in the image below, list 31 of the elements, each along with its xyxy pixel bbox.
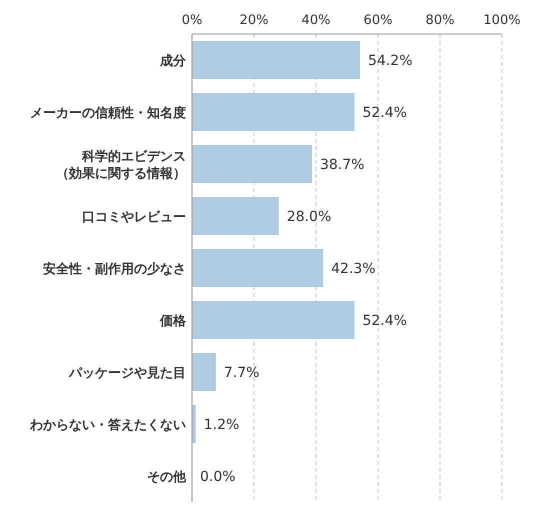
data-label: 52.4% (362, 313, 407, 329)
data-label: 54.2% (368, 53, 413, 69)
bar (192, 41, 360, 79)
x-tick-label: 20% (240, 13, 268, 28)
y-tick-label: 成分 (159, 54, 187, 69)
y-tick-label: わからない・答えたくない (29, 418, 186, 433)
x-tick-label: 40% (302, 13, 330, 28)
y-tick-label: メーカーの信頼性・知名度 (30, 105, 186, 121)
y-tick-label: 科学的エビデンス（効果に関する情報） (56, 150, 186, 182)
y-tick-label: 価格 (159, 314, 187, 329)
data-label: 38.7% (320, 157, 364, 173)
y-tick-label: パッケージや見た目 (68, 366, 186, 381)
y-tick-label: 口コミやレビュー (82, 210, 186, 225)
data-label: 52.4% (362, 105, 407, 121)
bar (192, 301, 354, 339)
bar (192, 93, 354, 131)
data-label: 42.3% (331, 261, 376, 277)
y-tick-label: その他 (147, 470, 187, 485)
bar (192, 145, 312, 183)
data-label: 0.0% (200, 469, 236, 485)
bar (192, 249, 324, 287)
data-label: 1.2% (204, 417, 240, 433)
y-tick-label: 安全性・副作用の少なさ (43, 261, 186, 277)
bar (192, 197, 279, 235)
data-label: 7.7% (224, 365, 260, 381)
bar (192, 353, 216, 391)
x-tick-label: 60% (364, 13, 392, 28)
x-tick-label: 100% (483, 13, 521, 28)
x-tick-label: 80% (426, 13, 454, 28)
x-tick-label: 0% (182, 13, 202, 28)
data-label: 28.0% (286, 209, 332, 225)
